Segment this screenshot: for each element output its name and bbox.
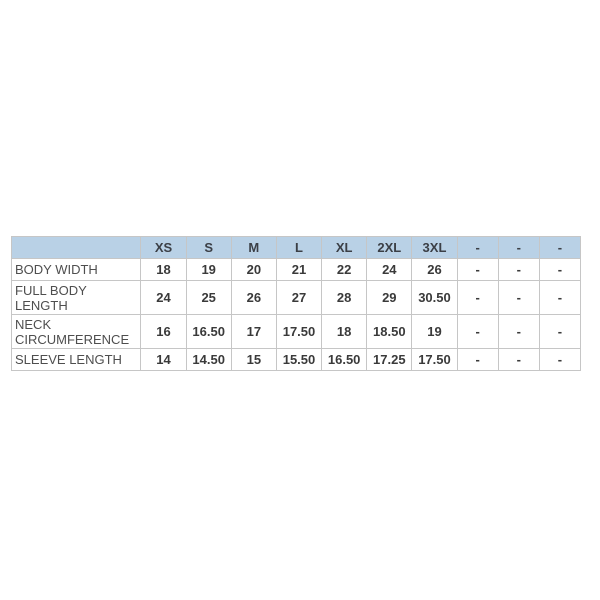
row-label: NECK CIRCUMFERENCE: [10, 314, 142, 349]
header-cell-l: L: [275, 236, 323, 259]
header-cell-s: S: [185, 236, 232, 259]
cell-value: 29: [366, 280, 413, 315]
cell-value: 26: [230, 280, 277, 315]
cell-value: 24: [366, 258, 413, 281]
cell-value: -: [497, 348, 540, 371]
cell-value: 16.50: [321, 348, 368, 371]
cell-value: 17.25: [366, 348, 413, 371]
cell-value: 17: [230, 314, 277, 349]
size-chart-container: XS S M L XL 2XL 3XL - - - BODY WIDTH 18 …: [10, 236, 582, 371]
cell-value: -: [456, 348, 499, 371]
cell-value: 19: [411, 314, 458, 349]
cell-value: 25: [185, 280, 232, 315]
header-cell-2xl: 2XL: [366, 236, 413, 259]
header-cell-empty: [10, 236, 142, 259]
cell-value: 21: [275, 258, 323, 281]
header-cell-dash-1: -: [456, 236, 499, 259]
cell-value: -: [497, 258, 540, 281]
cell-value: 24: [140, 280, 187, 315]
cell-value: 15: [230, 348, 277, 371]
cell-value: -: [456, 314, 499, 349]
cell-value: -: [538, 314, 582, 349]
cell-value: 18.50: [366, 314, 413, 349]
cell-value: 22: [321, 258, 368, 281]
header-cell-m: M: [230, 236, 277, 259]
cell-value: 28: [321, 280, 368, 315]
row-label: BODY WIDTH: [10, 258, 142, 281]
cell-value: 30.50: [411, 280, 458, 315]
cell-value: 14: [140, 348, 187, 371]
cell-value: 14.50: [185, 348, 232, 371]
table-row-body-width: BODY WIDTH 18 19 20 21 22 24 26 - - -: [10, 258, 582, 281]
header-row: XS S M L XL 2XL 3XL - - -: [10, 236, 582, 259]
cell-value: 27: [275, 280, 323, 315]
cell-value: 17.50: [411, 348, 458, 371]
cell-value: 16: [140, 314, 187, 349]
cell-value: 18: [321, 314, 368, 349]
table-row-full-body-length: FULL BODY LENGTH 24 25 26 27 28 29 30.50…: [10, 280, 582, 315]
cell-value: 15.50: [275, 348, 323, 371]
cell-value: 18: [140, 258, 187, 281]
header-cell-3xl: 3XL: [411, 236, 458, 259]
cell-value: 19: [185, 258, 232, 281]
cell-value: -: [538, 258, 582, 281]
cell-value: -: [497, 280, 540, 315]
header-cell-xs: XS: [140, 236, 187, 259]
header-cell-xl: XL: [321, 236, 368, 259]
cell-value: -: [497, 314, 540, 349]
cell-value: 17.50: [275, 314, 323, 349]
cell-value: 26: [411, 258, 458, 281]
cell-value: 20: [230, 258, 277, 281]
cell-value: 16.50: [185, 314, 232, 349]
table-row-neck-circumference: NECK CIRCUMFERENCE 16 16.50 17 17.50 18 …: [10, 314, 582, 349]
header-cell-dash-3: -: [538, 236, 582, 259]
cell-value: -: [456, 280, 499, 315]
row-label: FULL BODY LENGTH: [10, 280, 142, 315]
table-row-sleeve-length: SLEEVE LENGTH 14 14.50 15 15.50 16.50 17…: [10, 348, 582, 371]
cell-value: -: [456, 258, 499, 281]
cell-value: -: [538, 348, 582, 371]
size-chart-table: XS S M L XL 2XL 3XL - - - BODY WIDTH 18 …: [10, 236, 582, 371]
cell-value: -: [538, 280, 582, 315]
header-cell-dash-2: -: [497, 236, 540, 259]
row-label: SLEEVE LENGTH: [10, 348, 142, 371]
